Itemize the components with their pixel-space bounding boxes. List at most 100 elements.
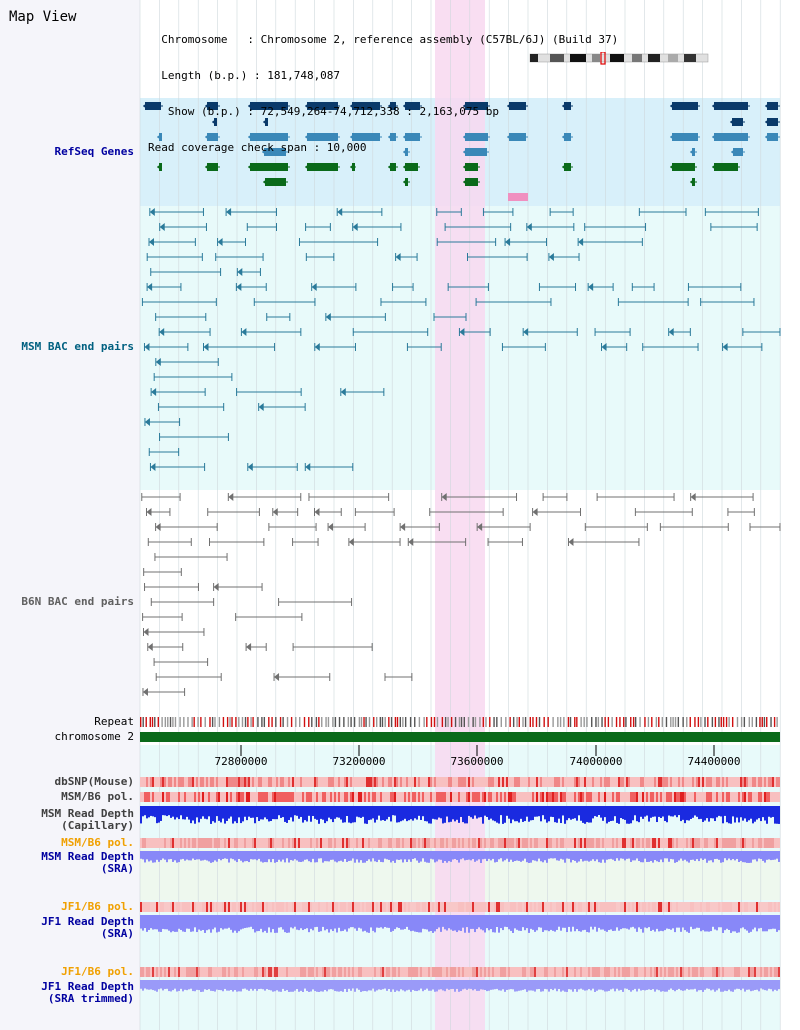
msm-sra-depth-bar: [620, 851, 622, 859]
jf1-pol2-heat-cell: [486, 967, 488, 977]
msm-capillary-depth-bar: [772, 806, 774, 817]
msm-sra-depth-bar: [534, 851, 536, 861]
msm-sra-depth-bar: [710, 851, 712, 861]
msm-pol2-heat-cell: [216, 838, 218, 848]
jf1-pol2-heat-cell: [348, 967, 350, 977]
msm-capillary-depth-bar: [320, 806, 322, 819]
dbsnp-heat-cell: [394, 777, 396, 787]
jf1-trimmed-depth-bar: [444, 980, 446, 992]
chromosome-ideogram[interactable]: [528, 52, 713, 66]
track-label-refseq[interactable]: RefSeq Genes: [54, 145, 134, 158]
msm-sra-depth-bar: [494, 851, 496, 863]
track-label-msm-b6-pol-2[interactable]: MSM/B6 pol.: [61, 836, 134, 849]
jf1-pol-heat-cell: [324, 902, 326, 912]
dbsnp-heat-cell: [470, 777, 472, 787]
msm-sra-depth-bar: [168, 851, 170, 860]
jf1-sra-depth-bar: [446, 915, 448, 931]
jf1-sra-depth-bar: [742, 915, 744, 928]
track-label-dbsnp[interactable]: dbSNP(Mouse): [54, 775, 134, 788]
jf1-pol-heat-cell: [716, 902, 718, 912]
repeat-element: [450, 717, 453, 727]
repeat-element: [580, 717, 582, 727]
jf1-pol-heat-cell: [166, 902, 168, 912]
jf1-pol-heat-cell: [432, 902, 434, 912]
track-label-msm-depth-sra[interactable]: MSM Read Depth (SRA): [41, 850, 134, 875]
track-label-b6n-bac[interactable]: B6N BAC end pairs: [21, 595, 134, 608]
jf1-pol-heat-cell: [686, 902, 688, 912]
repeat-element: [379, 717, 382, 727]
gene-strand-arrow: [670, 102, 675, 110]
msm-capillary-depth-bar: [268, 806, 270, 822]
msm-pol2-heat-cell: [650, 838, 652, 848]
track-label-msm-depth-capillary[interactable]: MSM Read Depth (Capillary): [41, 807, 134, 832]
msm-sra-depth-bar: [526, 851, 528, 863]
jf1-sra-depth-bar: [552, 915, 554, 931]
jf1-pol2-heat-cell: [760, 967, 762, 977]
msm-sra-depth-bar: [636, 851, 638, 859]
jf1-sra-depth-bar: [590, 915, 592, 927]
msm-pol2-heat-cell: [486, 838, 488, 848]
dbsnp-heat-cell: [420, 777, 422, 787]
jf1-trimmed-depth-bar: [522, 980, 524, 990]
msm-pol-heat-cell: [606, 792, 608, 802]
repeat-element: [423, 717, 425, 727]
dbsnp-heat-cell: [280, 777, 282, 787]
msm-sra-depth-bar: [458, 851, 460, 863]
msm-pol-heat-cell: [600, 792, 602, 802]
msm-capillary-depth-bar: [342, 806, 344, 823]
msm-sra-depth-bar: [288, 851, 290, 863]
track-label-repeat[interactable]: Repeat: [94, 715, 134, 728]
track-label-jf1-b6-pol-2[interactable]: JF1/B6 pol.: [61, 965, 134, 978]
jf1-sra-depth-bar: [524, 915, 526, 931]
msm-capillary-depth-bar: [210, 806, 212, 824]
msm-sra-depth-bar: [500, 851, 502, 859]
repeat-element: [244, 717, 247, 727]
dbsnp-heat-cell: [654, 777, 656, 787]
jf1-sra-depth-bar: [330, 915, 332, 930]
dbsnp-heat-cell: [184, 777, 186, 787]
jf1-pol-heat-cell: [344, 902, 346, 912]
track-label-msm-b6-pol-1[interactable]: MSM/B6 pol.: [61, 790, 134, 803]
jf1-trimmed-depth-bar: [286, 980, 288, 991]
msm-capillary-depth-bar: [276, 806, 278, 820]
jf1-pol-heat-cell: [256, 902, 258, 912]
msm-capillary-depth-bar: [164, 806, 166, 816]
msm-sra-depth-bar: [370, 851, 372, 862]
jf1-sra-depth-bar: [276, 915, 278, 933]
msm-sra-depth-bar: [410, 851, 412, 862]
jf1-pol-heat-cell: [214, 902, 216, 912]
jf1-trimmed-depth-bar: [644, 980, 646, 991]
jf1-trimmed-depth-bar: [656, 980, 658, 990]
msm-capillary-depth-bar: [174, 806, 176, 820]
msm-capillary-depth-bar: [658, 806, 660, 817]
jf1-trimmed-depth-bar: [262, 980, 264, 990]
jf1-pol-heat-cell: [700, 902, 702, 912]
repeat-element: [358, 717, 361, 727]
repeat-element: [261, 717, 263, 727]
gene-strand-arrow: [305, 102, 310, 110]
track-label-jf1-depth-trimmed[interactable]: JF1 Read Depth (SRA trimmed): [41, 980, 134, 1005]
jf1-pol2-heat-cell: [142, 967, 144, 977]
jf1-trimmed-depth-bar: [550, 980, 552, 989]
track-label-chromosome[interactable]: chromosome 2: [54, 730, 134, 743]
jf1-trimmed-depth-bar: [338, 980, 340, 992]
msm-capillary-depth-bar: [596, 806, 598, 817]
track-label-msm-bac[interactable]: MSM BAC end pairs: [21, 340, 134, 353]
jf1-sra-depth-bar: [518, 915, 520, 931]
repeat-element: [157, 717, 160, 727]
msm-capillary-depth-bar: [752, 806, 754, 824]
dbsnp-heat-cell: [216, 777, 218, 787]
jf1-pol-heat-cell: [298, 902, 300, 912]
dbsnp-heat-cell: [760, 777, 762, 787]
dbsnp-heat-cell: [724, 777, 726, 787]
repeat-element: [447, 717, 449, 727]
track-label-jf1-depth-sra[interactable]: JF1 Read Depth (SRA): [41, 915, 134, 940]
dbsnp-heat-cell: [640, 777, 642, 787]
msm-pol2-heat-cell: [172, 838, 174, 848]
msm-pol-heat-cell: [546, 792, 548, 802]
jf1-pol2-heat-cell: [244, 967, 246, 977]
track-label-jf1-b6-pol-1[interactable]: JF1/B6 pol.: [61, 900, 134, 913]
jf1-sra-depth-bar: [752, 915, 754, 930]
jf1-trimmed-depth-bar: [244, 980, 246, 989]
